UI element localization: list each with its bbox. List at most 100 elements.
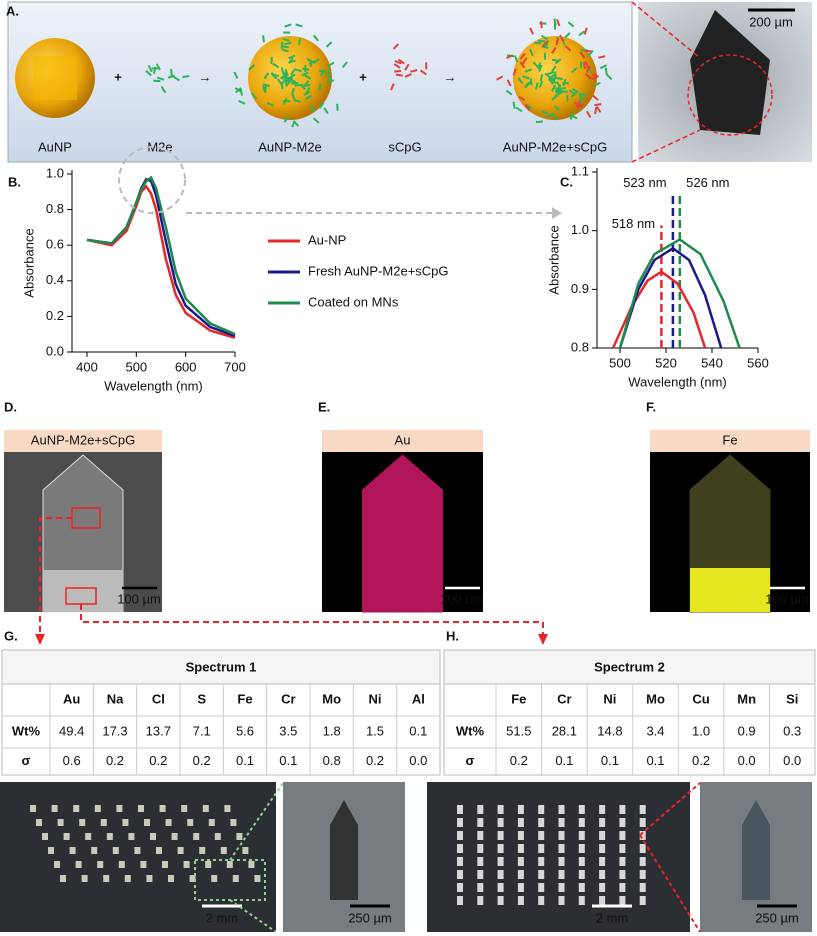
peptide xyxy=(170,68,173,77)
column-header: Cu xyxy=(692,691,709,706)
peptide xyxy=(544,72,552,79)
column-header: Cr xyxy=(557,691,571,706)
peptide xyxy=(542,40,548,48)
peptide xyxy=(532,61,539,68)
column-header: Si xyxy=(786,691,798,706)
microneedle xyxy=(538,883,545,892)
y-tick-label: 0.2 xyxy=(46,308,64,323)
peptide xyxy=(522,75,530,80)
needle xyxy=(330,800,358,900)
peptide xyxy=(281,48,289,53)
zoom-circle xyxy=(687,54,773,136)
peptide xyxy=(595,105,602,113)
peptide xyxy=(539,74,544,82)
peptide xyxy=(534,82,539,90)
peptide xyxy=(564,45,572,52)
microneedle xyxy=(162,861,168,868)
table-cell: 0.8 xyxy=(323,753,341,768)
y-tick-label: 0.0 xyxy=(46,343,64,358)
y-tick-label: 1.0 xyxy=(571,222,589,237)
microneedle xyxy=(477,831,484,840)
arrow-head xyxy=(552,207,562,219)
peptide xyxy=(506,54,514,60)
panel-label: A. xyxy=(6,3,19,18)
peptide xyxy=(518,95,526,102)
table-cell: 0.1 xyxy=(601,753,619,768)
column-header: Cr xyxy=(281,691,295,706)
microneedle xyxy=(497,805,504,814)
peptide xyxy=(579,51,586,59)
table-cell: 0.6 xyxy=(63,753,81,768)
microneedle xyxy=(619,870,626,879)
microneedle xyxy=(457,805,463,814)
peptide xyxy=(541,110,549,115)
zoom-line xyxy=(631,129,701,163)
peptide xyxy=(309,104,315,113)
microneedle xyxy=(497,831,504,840)
peptide xyxy=(522,57,528,65)
y-tick-label: 0.9 xyxy=(571,281,589,296)
table-title-bg xyxy=(443,649,816,685)
microneedle xyxy=(517,896,524,905)
microneedle xyxy=(63,833,70,840)
microneedle xyxy=(619,818,626,827)
x-tick-label: 700 xyxy=(224,359,246,374)
peptide xyxy=(598,55,606,59)
peptide xyxy=(586,110,592,118)
peptide xyxy=(585,65,591,73)
table-frame xyxy=(443,683,816,776)
peptide xyxy=(319,69,326,77)
microneedle xyxy=(578,805,585,814)
peptide xyxy=(550,77,557,85)
table-cell: 1.0 xyxy=(692,723,710,738)
peptide xyxy=(555,81,562,89)
microneedle xyxy=(599,818,606,827)
microneedle xyxy=(457,818,463,827)
microneedle xyxy=(181,805,188,812)
peptide xyxy=(540,34,549,41)
peptide xyxy=(564,32,571,39)
microneedle xyxy=(103,875,110,882)
microneedle xyxy=(497,870,504,879)
peptide xyxy=(517,77,524,84)
y-tick-label: 1.0 xyxy=(46,165,64,180)
table-cell: 0.2 xyxy=(366,753,384,768)
microneedle xyxy=(639,844,646,853)
peptide xyxy=(554,91,562,97)
peptide xyxy=(552,113,559,121)
component-label: AuNP xyxy=(38,139,72,154)
microneedle xyxy=(497,896,504,905)
peptide xyxy=(304,94,312,100)
microneedle xyxy=(202,805,209,812)
highlight-circle xyxy=(118,146,186,214)
series-line xyxy=(618,246,723,349)
peptide xyxy=(574,101,581,109)
table-cell: 0.2 xyxy=(692,753,710,768)
microneedle xyxy=(254,875,261,882)
peptide xyxy=(578,30,586,37)
microneedle xyxy=(599,870,606,879)
table-cell: 0.0 xyxy=(738,753,756,768)
peptide xyxy=(554,58,562,65)
table-cell: 0.0 xyxy=(783,753,801,768)
microneedle xyxy=(538,818,545,827)
peptide xyxy=(529,27,534,35)
microneedle xyxy=(639,831,646,840)
microneedle xyxy=(36,819,42,826)
arrow-head xyxy=(538,634,548,645)
table-cell: 1.5 xyxy=(366,723,384,738)
peptide xyxy=(238,99,246,105)
peptide xyxy=(182,74,190,79)
microneedle xyxy=(497,818,504,827)
microneedle xyxy=(224,805,231,812)
table-cell: 0.2 xyxy=(106,753,124,768)
microneedle xyxy=(477,870,484,879)
microneedle xyxy=(236,833,243,840)
microneedle xyxy=(457,883,463,892)
table-cell: 0.3 xyxy=(783,723,801,738)
y-axis-label: Absorbance xyxy=(546,225,561,294)
microneedle xyxy=(48,847,54,854)
microneedle xyxy=(497,844,504,853)
microneedle xyxy=(517,870,524,879)
microneedle xyxy=(208,819,215,826)
